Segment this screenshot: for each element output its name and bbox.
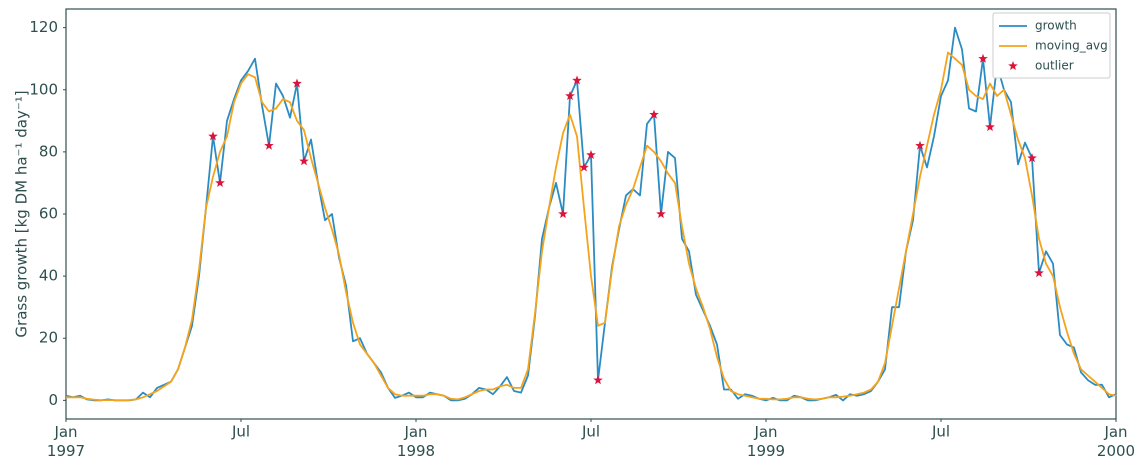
outlier-point [299,156,309,166]
legend-box [992,12,1111,79]
y-tick-label: 0 [48,391,58,409]
y-tick-label: 20 [39,329,58,347]
outlier-point [978,53,988,63]
outlier-point [1034,268,1044,278]
legend-label: outlier [1035,59,1074,73]
y-tick-label: 120 [29,18,58,36]
outlier-point [1027,153,1037,163]
line-series [65,26,1117,402]
outlier-point [656,209,666,218]
outlier-point [579,162,589,172]
y-tick-label: 40 [39,267,58,285]
x-tick-label: Jan 1999 [747,423,785,460]
outlier-point [985,122,995,132]
outlier-point [215,177,225,187]
plot-frame [65,8,1117,420]
legend-label: moving_avg [1035,39,1108,53]
x-tick-label: Jul [231,423,250,441]
line-series [66,51,1117,401]
y-axis-label: Grass growth [kg DM ha⁻¹ day⁻¹] [13,90,31,337]
x-tick-label: Jan 2000 [1097,423,1135,460]
outlier-point [593,375,603,385]
outlier-point [208,131,218,141]
x-tick-label: Jul [931,423,950,441]
outlier-point [264,140,274,150]
x-tick-label: Jul [581,423,600,441]
outlier-point [558,209,568,218]
x-tick-label: Jan 1997 [47,423,85,460]
y-tick-label: 60 [39,205,58,223]
y-tick-label: 100 [29,80,58,98]
outlier-point [586,150,596,159]
x-tick-label: Jan 1998 [397,423,435,460]
outlier-point [649,109,659,119]
y-tick-label: 80 [39,142,58,160]
outlier-point [565,91,575,100]
legend-label: growth [1035,19,1077,33]
outlier-point [572,75,582,85]
outlier-point [915,140,925,150]
outlier-point [292,78,302,88]
legend-marker [1008,61,1018,70]
